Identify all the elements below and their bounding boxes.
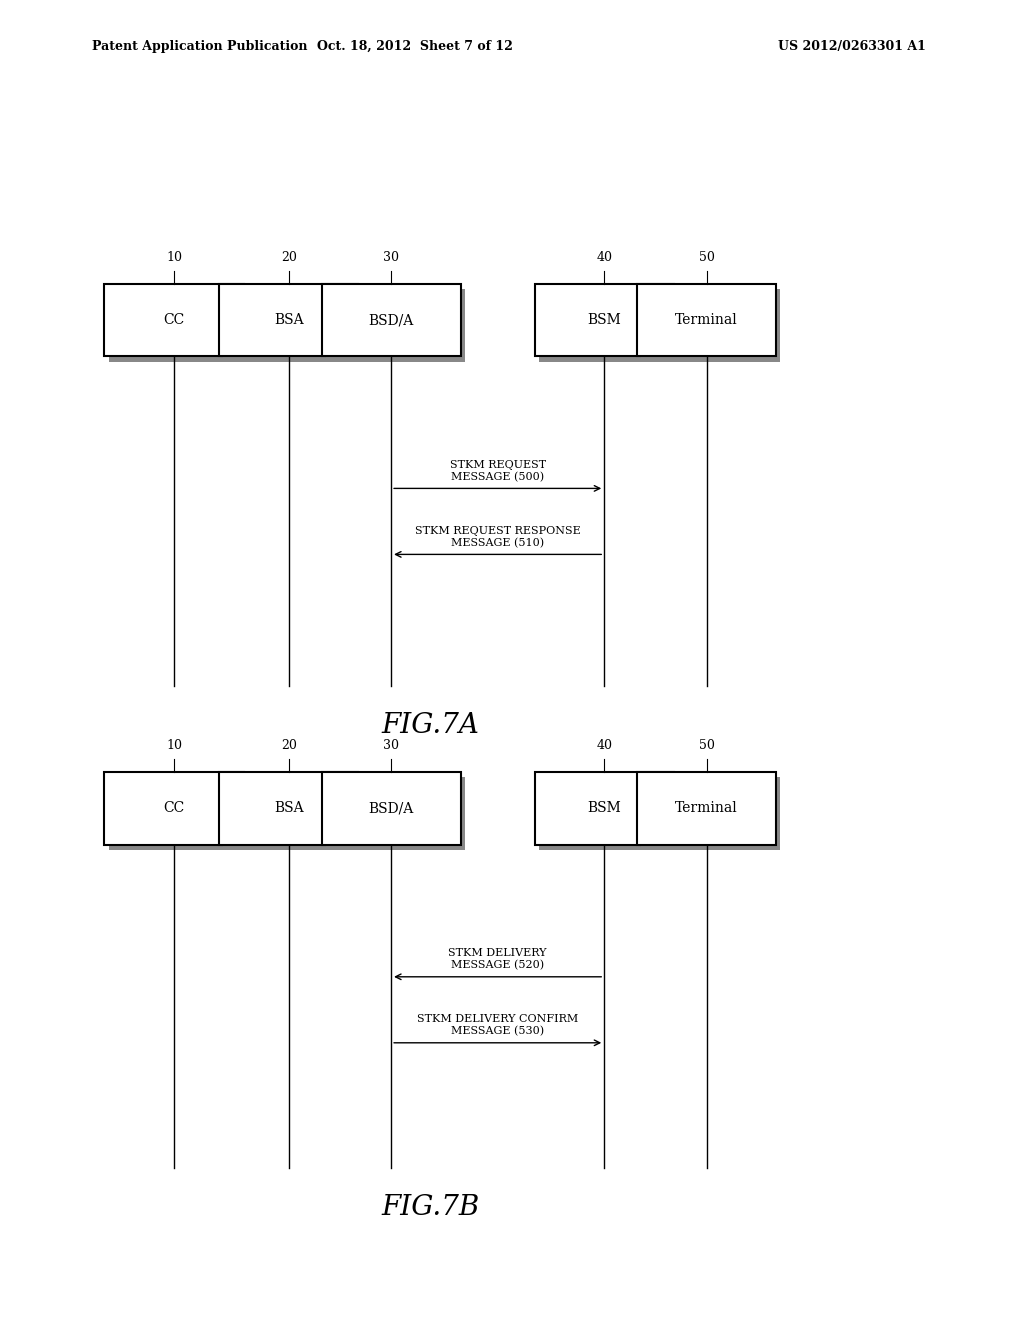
Text: US 2012/0263301 A1: US 2012/0263301 A1 bbox=[778, 40, 926, 53]
Bar bbox=[535, 772, 674, 845]
Text: 30: 30 bbox=[383, 739, 399, 752]
Text: Oct. 18, 2012  Sheet 7 of 12: Oct. 18, 2012 Sheet 7 of 12 bbox=[316, 40, 513, 53]
Text: 50: 50 bbox=[698, 251, 715, 264]
Text: Terminal: Terminal bbox=[675, 313, 738, 327]
Bar bbox=[637, 772, 776, 845]
Bar bbox=[535, 284, 674, 356]
Bar bbox=[223, 777, 362, 850]
Text: BSA: BSA bbox=[274, 313, 303, 327]
Text: CC: CC bbox=[164, 313, 184, 327]
Bar bbox=[641, 777, 780, 850]
Text: BSM: BSM bbox=[588, 313, 621, 327]
Text: 50: 50 bbox=[698, 739, 715, 752]
Bar bbox=[109, 777, 248, 850]
Text: Terminal: Terminal bbox=[675, 801, 738, 816]
Bar bbox=[104, 772, 244, 845]
Bar bbox=[219, 284, 358, 356]
Bar bbox=[104, 284, 244, 356]
Text: BSD/A: BSD/A bbox=[369, 313, 414, 327]
Text: BSD/A: BSD/A bbox=[369, 801, 414, 816]
Bar bbox=[109, 289, 248, 362]
Bar bbox=[641, 289, 780, 362]
Text: 40: 40 bbox=[596, 251, 612, 264]
Text: BSA: BSA bbox=[274, 801, 303, 816]
Bar bbox=[219, 772, 358, 845]
Bar bbox=[539, 289, 678, 362]
Bar bbox=[637, 284, 776, 356]
Bar bbox=[322, 284, 461, 356]
Text: 30: 30 bbox=[383, 251, 399, 264]
Text: CC: CC bbox=[164, 801, 184, 816]
Text: 10: 10 bbox=[166, 739, 182, 752]
Bar bbox=[326, 777, 465, 850]
Text: STKM DELIVERY
MESSAGE (520): STKM DELIVERY MESSAGE (520) bbox=[449, 948, 547, 970]
Text: STKM REQUEST RESPONSE
MESSAGE (510): STKM REQUEST RESPONSE MESSAGE (510) bbox=[415, 525, 581, 548]
Bar bbox=[326, 289, 465, 362]
Bar bbox=[539, 777, 678, 850]
Text: STKM REQUEST
MESSAGE (500): STKM REQUEST MESSAGE (500) bbox=[450, 459, 546, 482]
Text: STKM DELIVERY CONFIRM
MESSAGE (530): STKM DELIVERY CONFIRM MESSAGE (530) bbox=[417, 1014, 579, 1036]
Text: Patent Application Publication: Patent Application Publication bbox=[92, 40, 307, 53]
Text: 20: 20 bbox=[281, 739, 297, 752]
Bar bbox=[223, 289, 362, 362]
Text: FIG.7B: FIG.7B bbox=[381, 1195, 479, 1221]
Bar bbox=[322, 772, 461, 845]
Text: FIG.7A: FIG.7A bbox=[381, 713, 479, 739]
Text: 40: 40 bbox=[596, 739, 612, 752]
Text: 10: 10 bbox=[166, 251, 182, 264]
Text: BSM: BSM bbox=[588, 801, 621, 816]
Text: 20: 20 bbox=[281, 251, 297, 264]
